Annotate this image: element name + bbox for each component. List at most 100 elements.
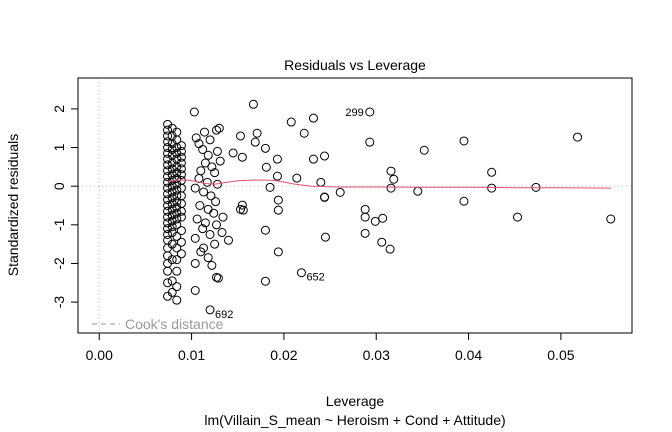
data-point [386, 166, 396, 176]
data-point [172, 266, 182, 276]
data-point [213, 273, 223, 283]
data-points [163, 99, 616, 315]
data-point [236, 131, 246, 141]
data-point [211, 197, 221, 207]
data-point [385, 244, 395, 254]
data-point [320, 192, 330, 202]
data-point [163, 125, 173, 135]
smoother-line [167, 179, 611, 189]
x-tick-label: 0.05 [547, 347, 574, 363]
data-point [370, 216, 380, 226]
x-tick-label: 0.02 [270, 347, 297, 363]
data-point [172, 191, 182, 201]
data-point [206, 191, 216, 201]
data-point [210, 168, 220, 178]
data-point [190, 286, 200, 295]
data-point [176, 170, 186, 180]
data-point [176, 206, 186, 216]
data-point [365, 107, 375, 117]
data-point [606, 214, 616, 224]
data-point [176, 164, 186, 174]
data-point [273, 205, 283, 215]
data-point [299, 128, 309, 138]
data-point [212, 125, 221, 135]
x-axis-label: Leverage [326, 393, 385, 409]
data-point [167, 287, 177, 297]
data-point [389, 174, 399, 184]
data-point [163, 229, 173, 239]
data-point [272, 171, 282, 181]
data-point [172, 231, 182, 241]
data-point [573, 132, 583, 142]
data-point [176, 212, 186, 222]
data-point [459, 196, 469, 206]
data-point [176, 226, 186, 236]
point-labels: 299 652 692 [215, 107, 364, 321]
data-point [224, 235, 234, 245]
data-point [163, 278, 173, 288]
y-tick-label: -2 [51, 257, 67, 270]
data-point [198, 144, 208, 154]
data-point [167, 276, 177, 286]
data-point [261, 162, 271, 172]
data-point [217, 228, 227, 238]
data-point [459, 136, 469, 146]
data-point [163, 137, 173, 147]
data-point [210, 239, 220, 249]
x-tick-label: 0.00 [86, 347, 113, 363]
data-point [205, 305, 215, 315]
data-point [228, 148, 238, 158]
data-point [365, 137, 375, 147]
point-label: 652 [306, 272, 324, 284]
x-tick-label: 0.01 [178, 347, 205, 363]
data-point [172, 214, 182, 224]
data-point [265, 182, 275, 192]
reference-lines [78, 78, 632, 333]
data-point [252, 128, 262, 138]
data-point [218, 212, 228, 222]
y-tick-label: 1 [51, 143, 67, 151]
data-point [335, 187, 345, 197]
data-point [167, 255, 177, 265]
data-point [172, 295, 182, 305]
y-axis: -3 -2 -1 0 1 2 [51, 105, 78, 309]
data-point [176, 237, 186, 247]
data-point [172, 282, 182, 292]
data-point [248, 99, 258, 109]
data-point [273, 195, 283, 205]
data-point [203, 204, 213, 214]
data-point [176, 141, 186, 151]
data-point [163, 131, 173, 141]
data-point [260, 225, 270, 235]
data-point [360, 212, 370, 222]
data-point [236, 204, 246, 214]
y-tick-label: -3 [51, 296, 67, 309]
data-point [199, 127, 209, 137]
y-axis-label: Standardized residuals [5, 134, 21, 276]
data-point [202, 177, 212, 187]
data-point [377, 237, 387, 247]
data-point [200, 158, 210, 168]
point-label: 299 [345, 107, 363, 119]
data-point [207, 162, 217, 172]
data-point [167, 222, 177, 232]
data-point [172, 185, 182, 195]
data-point [176, 249, 186, 259]
data-point [203, 150, 213, 160]
data-point [292, 173, 302, 183]
data-point [172, 243, 182, 253]
model-subtitle: lm(Villain_S_mean ~ Heroism + Cond + Att… [204, 412, 505, 428]
data-point [308, 154, 318, 164]
point-label: 692 [215, 309, 233, 321]
x-tick-label: 0.04 [455, 347, 482, 363]
data-point [196, 166, 206, 176]
data-point [172, 220, 182, 230]
y-tick-label: -1 [51, 218, 67, 231]
data-point [513, 212, 523, 222]
data-point [163, 266, 173, 276]
data-point [199, 187, 209, 197]
x-axis: 0.00 0.01 0.02 0.03 0.04 0.05 [86, 332, 575, 363]
chart-title: Residuals vs Leverage [284, 57, 426, 73]
data-point [286, 117, 296, 127]
